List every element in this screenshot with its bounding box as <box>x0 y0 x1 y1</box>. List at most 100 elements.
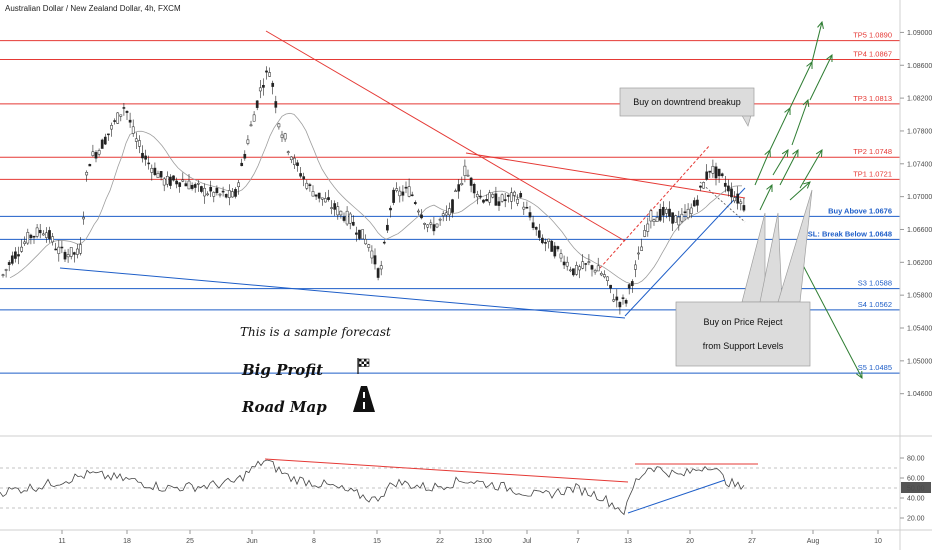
candle-body <box>32 235 36 238</box>
candle-body <box>370 250 374 259</box>
candle-body <box>593 270 597 273</box>
candle-body <box>420 214 423 219</box>
rsi-downtrend-line <box>264 458 629 483</box>
candle-body <box>389 207 392 211</box>
price-tick-label: 1.04600 <box>907 391 932 398</box>
lower-support-line <box>59 267 626 319</box>
candle-body <box>553 245 557 257</box>
candle-body <box>358 229 361 239</box>
candle-body <box>528 212 532 218</box>
candle-body <box>57 246 61 254</box>
checkered-flag-icon <box>357 358 370 374</box>
candle-body <box>466 174 470 177</box>
price-tick-label: 1.05800 <box>907 293 932 300</box>
candle-body <box>392 189 395 203</box>
flag-cell <box>361 361 364 364</box>
candle-body <box>361 229 364 240</box>
candle-body <box>367 244 371 248</box>
candle-body <box>138 140 141 147</box>
candle-body <box>646 223 650 232</box>
candle-body <box>596 265 600 272</box>
candle-body <box>733 197 736 202</box>
candle-body <box>723 182 727 187</box>
candles <box>1 66 746 315</box>
candle-body <box>79 244 82 254</box>
callout-pointer-4 <box>777 189 813 303</box>
candle-body <box>4 269 8 271</box>
candle-body <box>643 230 647 237</box>
candle-body <box>289 156 293 161</box>
candle-body <box>565 261 569 267</box>
rsi-uptrend-line <box>627 479 726 514</box>
candle-body <box>91 151 95 156</box>
road-icon <box>353 386 375 412</box>
candle-body <box>460 182 464 186</box>
candle-body <box>559 253 563 259</box>
candle-body <box>212 192 216 197</box>
candle-body <box>29 234 33 239</box>
price-tick-label: 1.05400 <box>907 326 932 333</box>
arrow-up-5 <box>772 149 789 176</box>
arrow-down-1 <box>794 249 863 379</box>
candle-body <box>432 224 436 232</box>
candle-body <box>255 100 259 108</box>
arrow-up-3 <box>789 61 813 109</box>
candle-body <box>736 193 740 204</box>
candle-body <box>203 187 206 197</box>
candle-body <box>742 205 746 211</box>
rsi-panel: 80.00 60.00 40.00 20.00 50.00 <box>0 456 931 523</box>
candle-body <box>23 241 27 244</box>
tp5-label: TP5 1.0890 <box>853 31 892 40</box>
candle-body <box>485 199 488 202</box>
candle-body <box>69 247 73 257</box>
candle-body <box>386 224 389 231</box>
candle-body <box>100 139 104 149</box>
candle-body <box>265 70 268 73</box>
flag-cell <box>364 364 367 367</box>
candle-body <box>720 173 724 177</box>
forecast-arrows <box>754 20 863 380</box>
candle-body <box>122 107 126 109</box>
candle-body <box>147 162 151 165</box>
candle-body <box>640 246 643 251</box>
candle-body <box>568 269 572 272</box>
candle-body <box>649 210 653 222</box>
candle-body <box>665 209 668 214</box>
candle-body <box>165 176 169 185</box>
candle-body <box>562 261 566 266</box>
candle-body <box>320 197 324 200</box>
candle-body <box>423 223 426 225</box>
time-tick-label: 20 <box>686 538 694 545</box>
candle-body <box>634 264 637 270</box>
candle-body <box>153 167 157 175</box>
candle-body <box>556 246 560 250</box>
flag-border <box>358 358 370 367</box>
candle-body <box>497 201 501 206</box>
candle-body <box>444 212 448 216</box>
candle-body <box>224 193 228 198</box>
price-tick-label: 1.09000 <box>907 30 932 37</box>
candle-body <box>401 191 405 196</box>
arrow-up-7 <box>809 54 833 101</box>
arrow-up-9-head <box>815 149 823 158</box>
candle-body <box>692 200 696 207</box>
candle-body <box>206 193 209 196</box>
price-tick-label: 1.07400 <box>907 161 932 168</box>
candle-body <box>413 202 417 205</box>
channel-dashed <box>599 144 711 269</box>
candle-body <box>699 185 702 188</box>
candle-body <box>262 85 265 88</box>
candle-body <box>150 168 154 173</box>
candle-body <box>88 164 92 167</box>
candle-body <box>547 238 550 242</box>
level-lines: TP5 1.0890 TP4 1.0867 TP3 1.0813 TP2 1.0748… <box>0 31 900 374</box>
candle-body <box>41 233 45 236</box>
candle-body <box>510 192 513 202</box>
candle-body <box>488 192 492 203</box>
time-tick-label: Jul <box>523 538 532 545</box>
candle-body <box>200 186 203 192</box>
rsi-tick-label: 60.00 <box>907 476 925 483</box>
candle-body <box>630 281 634 286</box>
arrow-up-11-head <box>803 181 811 189</box>
